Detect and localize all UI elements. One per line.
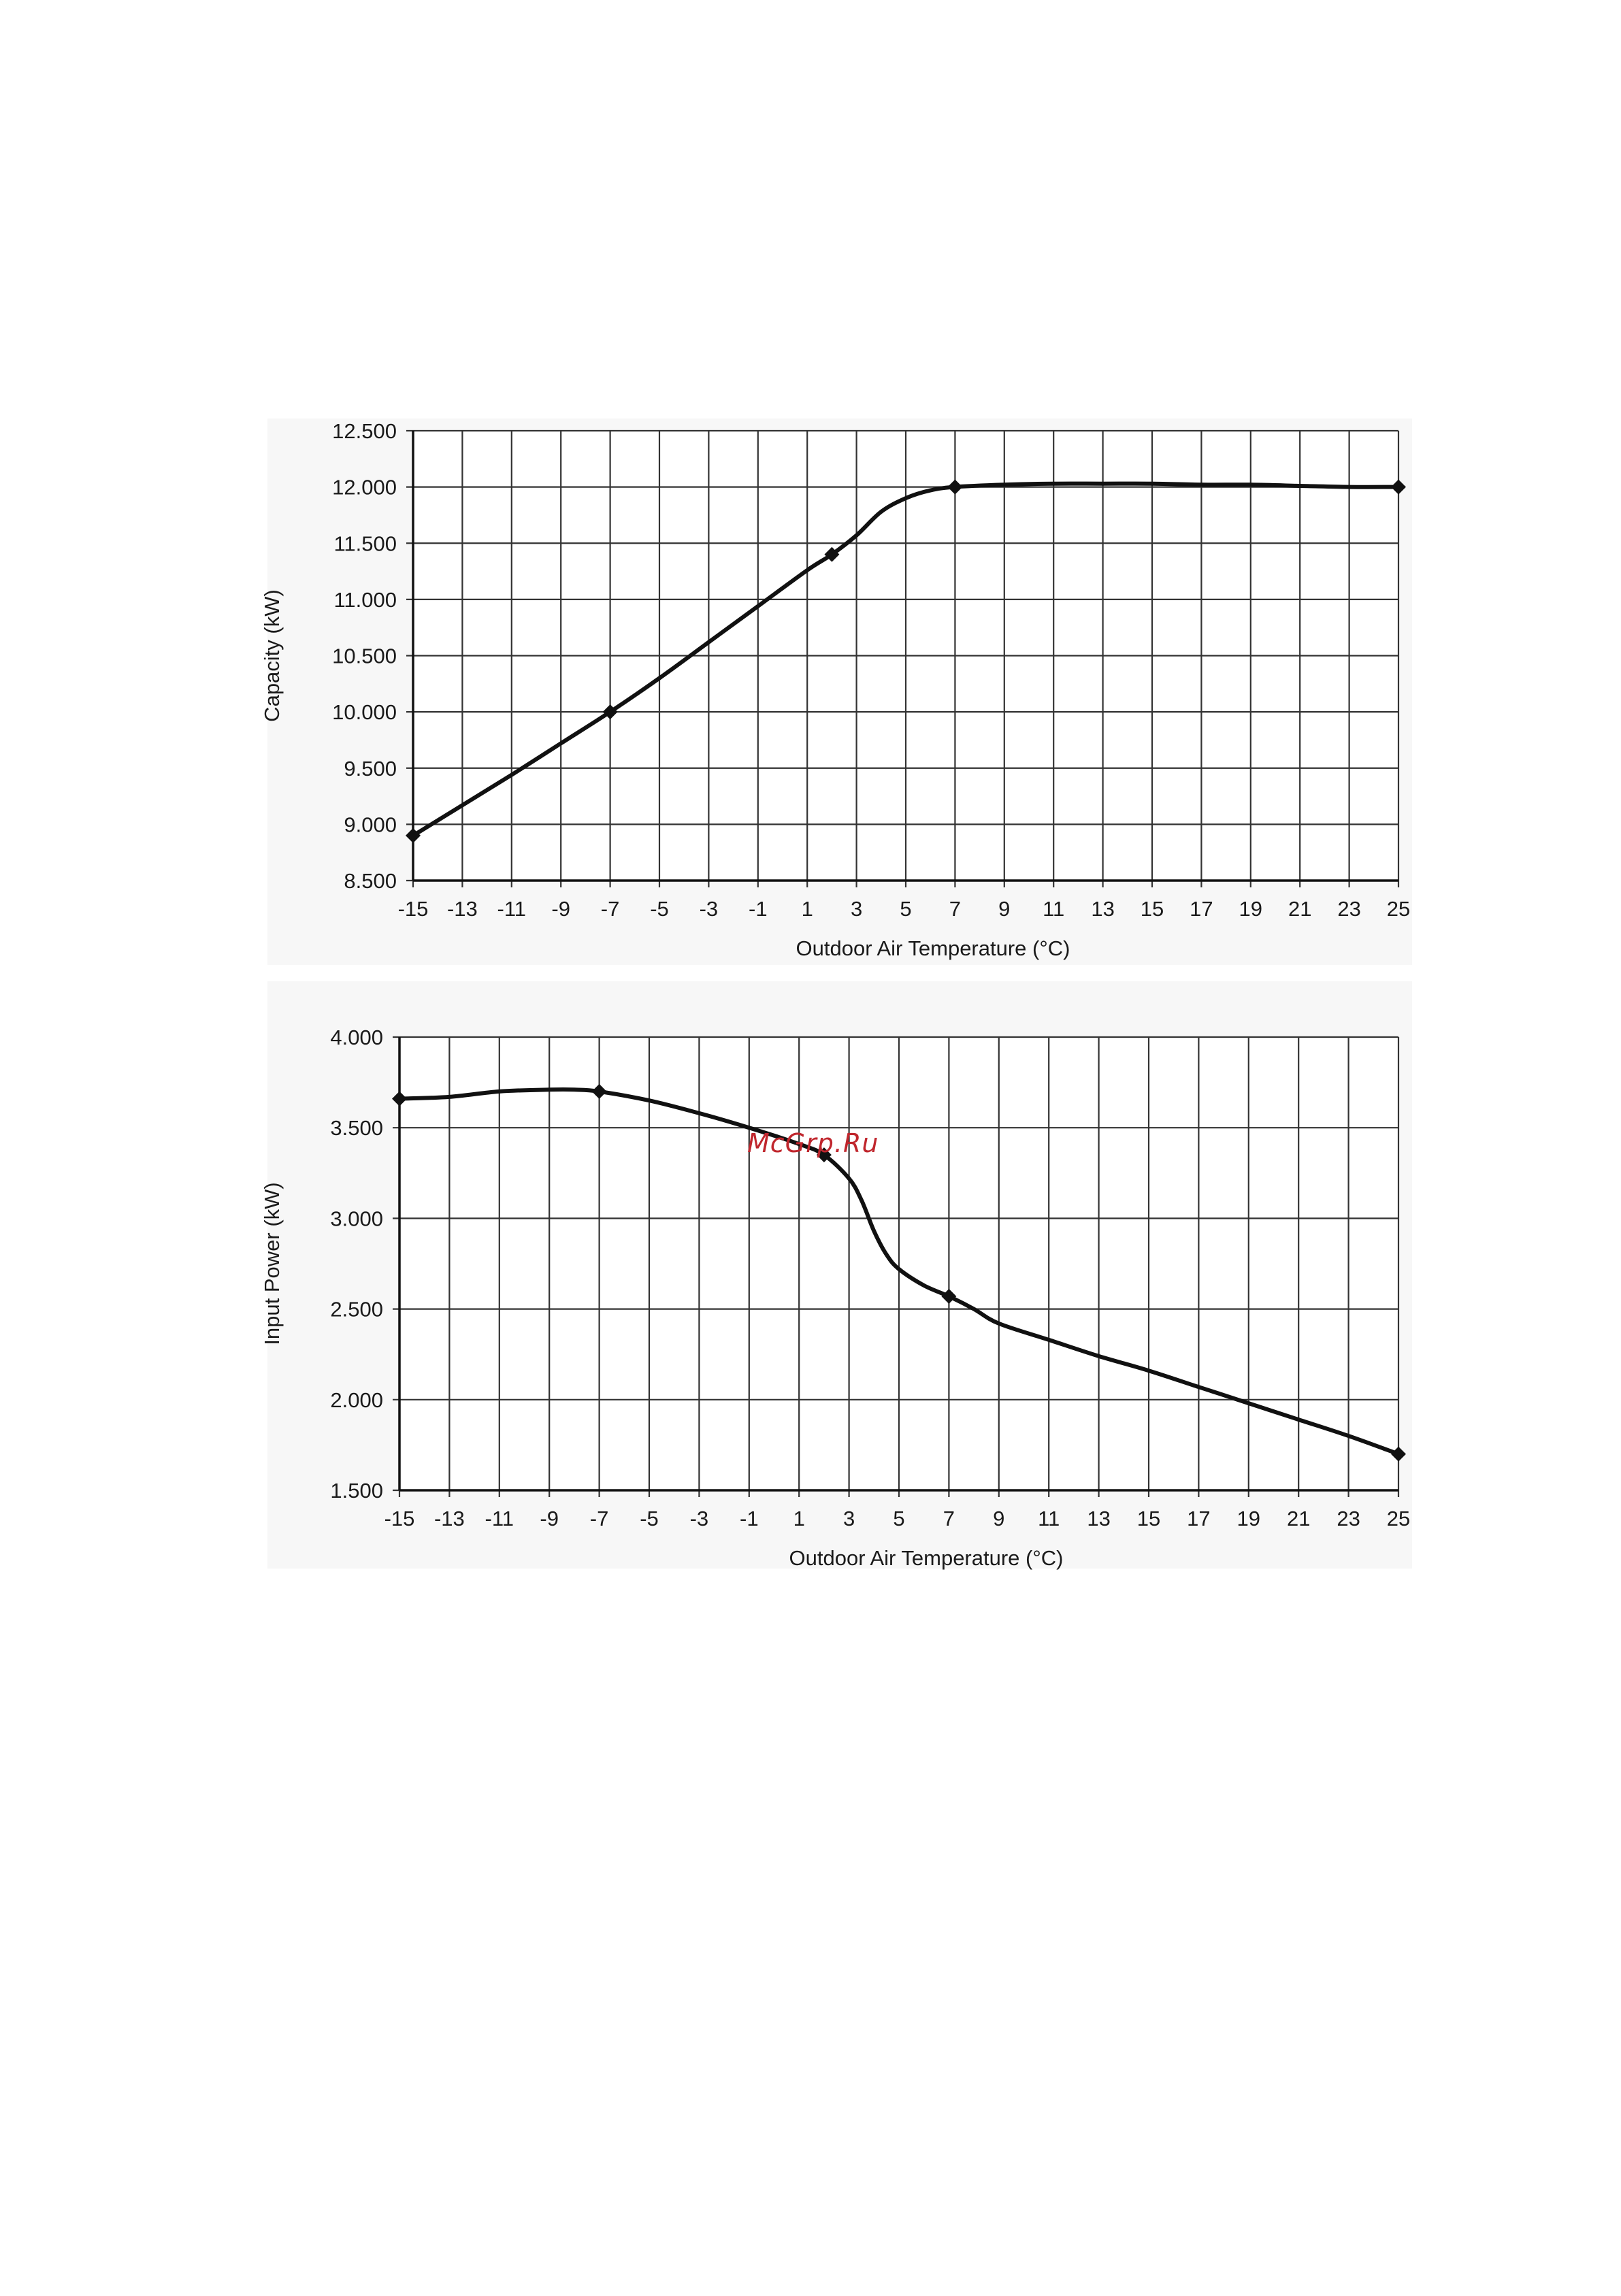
x-tick-label: 9 — [993, 1507, 1004, 1530]
x-tick-label: -15 — [384, 1507, 415, 1530]
x-tick-label: 25 — [1387, 897, 1410, 921]
x-tick-label: 11 — [1038, 1507, 1060, 1530]
y-axis-label: Capacity (kW) — [260, 589, 284, 722]
data-point-marker — [816, 1147, 832, 1163]
x-tick-label: 3 — [851, 897, 862, 921]
data-point-marker — [824, 546, 840, 562]
x-tick-label: 15 — [1141, 897, 1164, 921]
series-line — [411, 481, 1401, 838]
y-tick-label: 9.500 — [344, 757, 397, 781]
input-power-chart: -15 -13 -11 -9 -7 -5 -3 -1 1 3 5 7 9 11 13 15 17 19 21 23 25… — [260, 981, 1412, 1570]
x-tick-label: 5 — [900, 897, 911, 921]
x-tick-label: -3 — [690, 1507, 709, 1530]
x-tick-label: 19 — [1237, 1507, 1260, 1530]
x-tick-label: -1 — [749, 897, 768, 921]
x-tick-label: -5 — [640, 1507, 659, 1530]
y-tick-label: 10.500 — [332, 644, 397, 668]
y-tick-label: 3.000 — [330, 1207, 383, 1230]
y-tick-label: 11.500 — [333, 531, 397, 555]
y-tick-label: 3.500 — [330, 1116, 383, 1140]
y-tick-label: 4.000 — [330, 1026, 383, 1049]
x-tick-label: 3 — [843, 1507, 855, 1530]
watermark: McGrp.Ru — [747, 1128, 879, 1158]
x-tick-label: 13 — [1091, 897, 1114, 921]
x-tick-label: -9 — [540, 1507, 559, 1530]
x-tick-label: -11 — [497, 897, 527, 921]
y-tick-label: 2.500 — [330, 1298, 383, 1322]
data-point-marker — [947, 479, 963, 495]
x-axis-label: Outdoor Air Temperature (°C) — [789, 1546, 1064, 1570]
capacity-chart: -15 -13 -11 -9 -7 -5 -3 -1 1 3 5 7 9 11 13 15 17 19 21 23 25… — [260, 419, 1412, 965]
data-point-marker — [602, 704, 618, 720]
x-tick-label: 11 — [1043, 897, 1064, 921]
x-tick-label: 13 — [1087, 1507, 1110, 1530]
y-tick-label: 8.500 — [344, 869, 397, 893]
x-axis-label: Outdoor Air Temperature (°C) — [796, 936, 1070, 960]
x-tick-label: -15 — [398, 897, 429, 921]
data-point-marker — [392, 1091, 407, 1106]
x-tick-label: 9 — [998, 897, 1010, 921]
y-tick-label: 12.500 — [332, 419, 397, 443]
x-tick-label: 7 — [943, 1507, 955, 1530]
data-point-marker — [1391, 1446, 1406, 1462]
x-tick-label: -3 — [700, 897, 719, 921]
y-tick-label: 2.000 — [330, 1388, 383, 1412]
x-tick-label: -13 — [434, 1507, 465, 1530]
data-point-marker — [941, 1288, 957, 1304]
x-tick-label: 23 — [1337, 897, 1360, 921]
x-tick-label: 23 — [1337, 1507, 1360, 1530]
x-tick-label: 25 — [1387, 1507, 1410, 1530]
x-tick-label: 15 — [1137, 1507, 1160, 1530]
x-tick-label: 7 — [949, 897, 961, 921]
x-tick-label: -1 — [740, 1507, 759, 1530]
x-tick-label: 21 — [1287, 1507, 1310, 1530]
y-tick-label: 10.000 — [332, 700, 397, 724]
data-point-marker — [591, 1083, 607, 1099]
x-tick-label: -9 — [551, 897, 570, 921]
x-tick-label: 19 — [1239, 897, 1262, 921]
series-line — [397, 1087, 1401, 1456]
x-tick-label: -5 — [650, 897, 669, 921]
y-tick-label: 11.000 — [333, 588, 397, 612]
y-axis-label: Input Power (kW) — [260, 1182, 284, 1345]
x-tick-label: -7 — [601, 897, 620, 921]
data-point-marker — [1391, 479, 1406, 495]
x-tick-label: 17 — [1190, 897, 1213, 921]
x-tick-label: -13 — [447, 897, 478, 921]
x-tick-label: 1 — [802, 897, 813, 921]
x-tick-label: -11 — [485, 1507, 514, 1530]
y-tick-label: 1.500 — [330, 1479, 383, 1503]
x-tick-label: 17 — [1187, 1507, 1210, 1530]
data-point-marker — [406, 827, 421, 843]
x-tick-label: 21 — [1288, 897, 1311, 921]
x-tick-label: 1 — [793, 1507, 805, 1530]
x-tick-label: 5 — [893, 1507, 904, 1530]
y-tick-label: 12.000 — [332, 476, 397, 499]
x-tick-label: -7 — [590, 1507, 609, 1530]
y-tick-label: 9.000 — [344, 813, 397, 836]
